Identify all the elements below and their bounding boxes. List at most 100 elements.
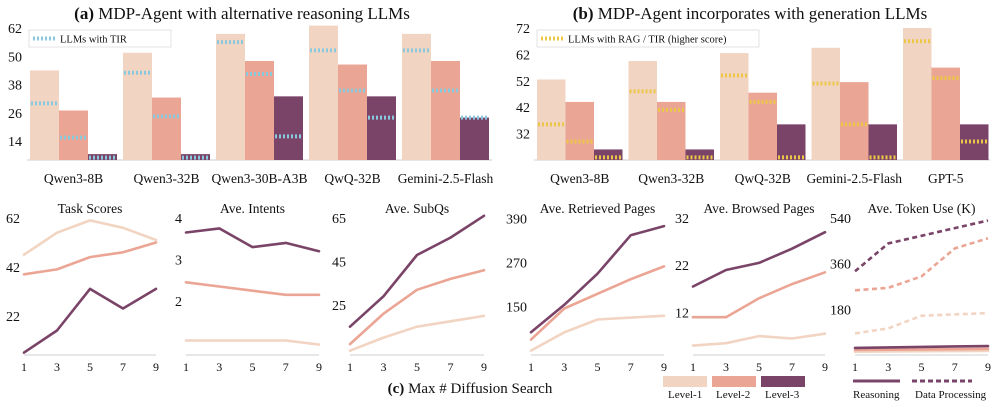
y-tick-label: 62 — [8, 22, 22, 37]
bar-qwq-32b-level-1 — [720, 53, 749, 160]
x-tick-label: 3 — [723, 360, 729, 374]
panel-b-bars — [537, 28, 989, 160]
panel-b-title: (b) MDP-Agent incorporates with generati… — [573, 4, 928, 23]
y-tick-label: 540 — [830, 212, 851, 227]
panel-a-y-axis: 14 26 38 50 62 — [8, 22, 22, 150]
x-tick-label: 7 — [628, 360, 634, 374]
series-line-level-2-dashed — [854, 237, 989, 292]
series-line-level-2-solid — [853, 347, 990, 352]
bar-gemini-2-5-flash-level-1 — [811, 47, 840, 160]
x-tick-label: 3 — [561, 360, 567, 374]
level-2-swatch — [712, 376, 756, 387]
x-tick-label: 7 — [789, 360, 795, 374]
bar-qwen3-32b-level-1 — [123, 52, 152, 160]
bar-qwen3-30b-a3b-level-3 — [274, 96, 303, 160]
subplot-title: Ave. Token Use (K) — [867, 201, 975, 216]
series-line-level-2 — [184, 280, 321, 297]
category-label: Qwen3-30B-A3B — [212, 171, 308, 186]
legend-box — [28, 29, 172, 48]
series-line-level-2 — [348, 268, 486, 346]
style-legend: Reasoning Data Processing — [853, 379, 987, 401]
bar-qwen3-30b-a3b-level-2 — [245, 61, 274, 160]
x-tick-label: 1 — [347, 360, 353, 374]
x-tick-label: 5 — [87, 360, 93, 374]
y-tick-label: 62 — [516, 48, 530, 63]
level-1-swatch — [663, 376, 707, 387]
bar-qwen3-32b-level-3 — [685, 149, 714, 160]
bar-gemini-2-5-flash-level-1 — [402, 33, 431, 161]
y-tick-label: 38 — [8, 79, 22, 94]
x-tick-label: 7 — [952, 360, 958, 374]
bar-qwen3-8b-level-3 — [594, 149, 623, 160]
series-line-level-3 — [348, 214, 486, 329]
x-tick-label: 3 — [885, 360, 891, 374]
data-processing-legend-label: Data Processing — [915, 389, 987, 401]
y-tick-label: 32 — [675, 212, 689, 227]
y-tick-label: 65 — [332, 212, 346, 227]
subplot-ave-subqs: Ave. SubQs 25 45 65 1 3 5 7 9 — [332, 201, 487, 374]
series-line-level-1-dashed — [854, 311, 989, 335]
x-tick-label: 3 — [54, 360, 60, 374]
y-tick-label: 360 — [830, 258, 851, 273]
x-tick-label: 9 — [316, 360, 322, 374]
category-label: Qwen3-32B — [134, 171, 200, 186]
y-tick-label: 4 — [175, 212, 182, 227]
category-label: Qwen3-8B — [550, 171, 609, 186]
x-tick-label: 1 — [690, 360, 696, 374]
y-tick-label: 50 — [8, 50, 22, 65]
subplot-ave-intents: Ave. Intents 2 3 4 1 3 5 7 9 — [175, 201, 322, 374]
subplot-title: Ave. Intents — [220, 201, 285, 216]
bar-gpt-5-level-1 — [903, 28, 932, 160]
bar-qwen3-8b-level-2 — [59, 110, 88, 160]
y-tick-label: 45 — [332, 255, 346, 270]
y-tick-label: 62 — [6, 212, 20, 227]
x-tick-label: 3 — [216, 360, 222, 374]
series-line-level-2 — [22, 241, 158, 276]
bar-gemini-2-5-flash-level-2 — [840, 82, 869, 160]
series-line-level-1-solid — [853, 349, 990, 354]
x-tick-label: 3 — [381, 360, 387, 374]
panel-a: (a) MDP-Agent with alternative reasoning… — [8, 4, 494, 186]
series-line-level-3 — [529, 224, 666, 334]
y-tick-label: 32 — [516, 128, 530, 143]
series-line-level-3-solid — [853, 344, 990, 350]
x-tick-label: 1 — [183, 360, 189, 374]
y-tick-label: 52 — [516, 75, 530, 90]
x-tick-label: 5 — [595, 360, 601, 374]
category-label: GPT-5 — [928, 171, 964, 186]
panel-a-bars — [30, 25, 489, 161]
tir-legend-label: LLMs with TIR — [60, 35, 127, 46]
level-3-swatch — [761, 376, 805, 387]
subplot-title: Ave. Retrieved Pages — [540, 201, 656, 216]
bar-gpt-5-level-2 — [931, 67, 960, 160]
y-tick-label: 3 — [175, 254, 182, 269]
panel-a-categories: Qwen3-8B Qwen3-32B Qwen3-30B-A3B QwQ-32B Gem… — [44, 171, 494, 186]
bar-qwq-32b-level-2 — [338, 64, 367, 160]
reasoning-legend-label: Reasoning — [853, 389, 900, 401]
panel-a-title-text: MDP-Agent with alternative reasoning LLM… — [94, 4, 410, 23]
level-3-legend-label: Level-3 — [765, 389, 800, 401]
panel-c-caption-text: Max # Diffusion Search — [404, 381, 553, 397]
panel-b-y-axis: 32 42 52 62 72 — [516, 22, 530, 143]
bar-qwq-32b-level-3 — [777, 124, 806, 160]
y-tick-label: 22 — [6, 310, 20, 325]
level-1-legend-label: Level-1 — [668, 389, 702, 401]
bar-qwen3-32b-level-2 — [152, 97, 181, 160]
x-tick-label: 5 — [919, 360, 925, 374]
subplot-ave-retrieved-pages: Ave. Retrieved Pages 150 270 390 1 3 5 7 9 — [506, 201, 667, 374]
series-line-level-2 — [691, 270, 827, 319]
category-label: Qwen3-8B — [44, 171, 103, 186]
category-label: QwQ-32B — [735, 171, 791, 186]
series-line-level-3 — [22, 287, 158, 354]
x-tick-label: 7 — [283, 360, 289, 374]
panel-b-title-text: MDP-Agent incorporates with generation L… — [593, 4, 927, 23]
x-tick-label: 9 — [661, 360, 667, 374]
y-tick-label: 2 — [175, 295, 182, 310]
x-tick-label: 5 — [756, 360, 762, 374]
y-tick-label: 14 — [8, 135, 22, 150]
y-tick-label: 180 — [830, 303, 851, 318]
category-label: Gemini-2.5-Flash — [806, 171, 902, 186]
y-tick-label: 72 — [516, 22, 530, 37]
category-label: Qwen3-32B — [638, 171, 704, 186]
